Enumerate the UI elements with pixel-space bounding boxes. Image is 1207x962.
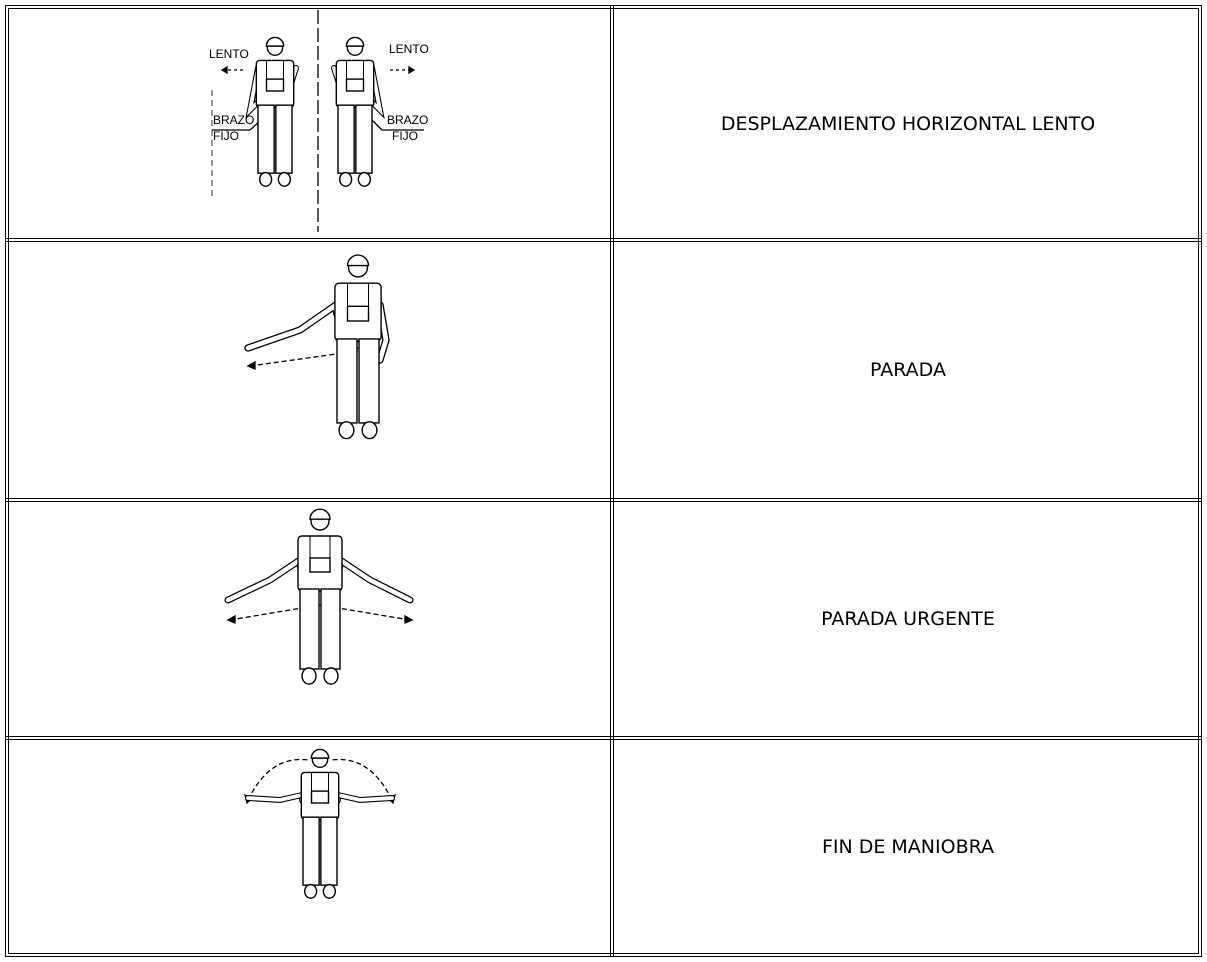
figure-part	[323, 667, 339, 685]
figure-part	[346, 305, 370, 322]
signal-label: DESPLAZAMIENTO HORIZONTAL LENTO	[720, 112, 1096, 135]
figure-part	[265, 36, 285, 47]
figure-part	[336, 338, 358, 424]
signal-label: FIN DE MANIOBRA	[821, 835, 995, 858]
figure-part	[265, 78, 285, 92]
annotation: BRAZO	[387, 113, 428, 127]
figure-part	[277, 171, 291, 187]
figure-part	[337, 104, 355, 174]
annotation: LENTO	[209, 47, 249, 61]
figure-part	[358, 338, 380, 424]
row-divider	[5, 736, 1202, 740]
row-divider	[5, 238, 1202, 242]
figure-part	[338, 171, 353, 187]
figure-part	[246, 793, 304, 802]
figure-part	[345, 36, 365, 47]
figure-part	[320, 816, 338, 886]
figure-part	[320, 588, 341, 670]
figure-part	[357, 171, 371, 187]
figure-part	[245, 302, 339, 351]
annotation: FIJO	[213, 129, 239, 143]
figure-part	[345, 78, 365, 92]
figure-part	[299, 588, 320, 670]
figure-part	[257, 104, 275, 174]
signal-label: PARADA URGENTE	[821, 608, 995, 630]
figures	[224, 36, 414, 899]
figure-part	[301, 667, 317, 685]
figure-part	[302, 816, 320, 886]
figure-part	[258, 171, 273, 187]
row-divider	[5, 498, 1202, 502]
figure-part	[310, 790, 330, 804]
figure-part	[361, 421, 378, 440]
figure-part	[310, 748, 330, 759]
figure-part	[346, 254, 370, 267]
figure-part	[377, 302, 389, 363]
figure-part	[338, 421, 355, 440]
annotation: FIJO	[392, 129, 418, 143]
table-border	[5, 5, 1202, 957]
figure-part	[225, 557, 303, 603]
figure-part	[303, 883, 318, 899]
signal-label: PARADA	[870, 359, 946, 381]
figure-part	[355, 104, 373, 174]
illustrations: LENTO BRAZO FIJO LENTO BRAZO FIJO	[209, 10, 429, 899]
figure-part	[322, 883, 336, 899]
figure-part	[337, 557, 413, 603]
figure-part	[336, 793, 394, 802]
annotation: BRAZO	[213, 113, 254, 127]
figure-part	[309, 508, 331, 520]
column-divider	[610, 5, 614, 957]
annotation: LENTO	[389, 42, 429, 56]
figure-part	[309, 557, 331, 573]
figure-part	[275, 104, 293, 174]
